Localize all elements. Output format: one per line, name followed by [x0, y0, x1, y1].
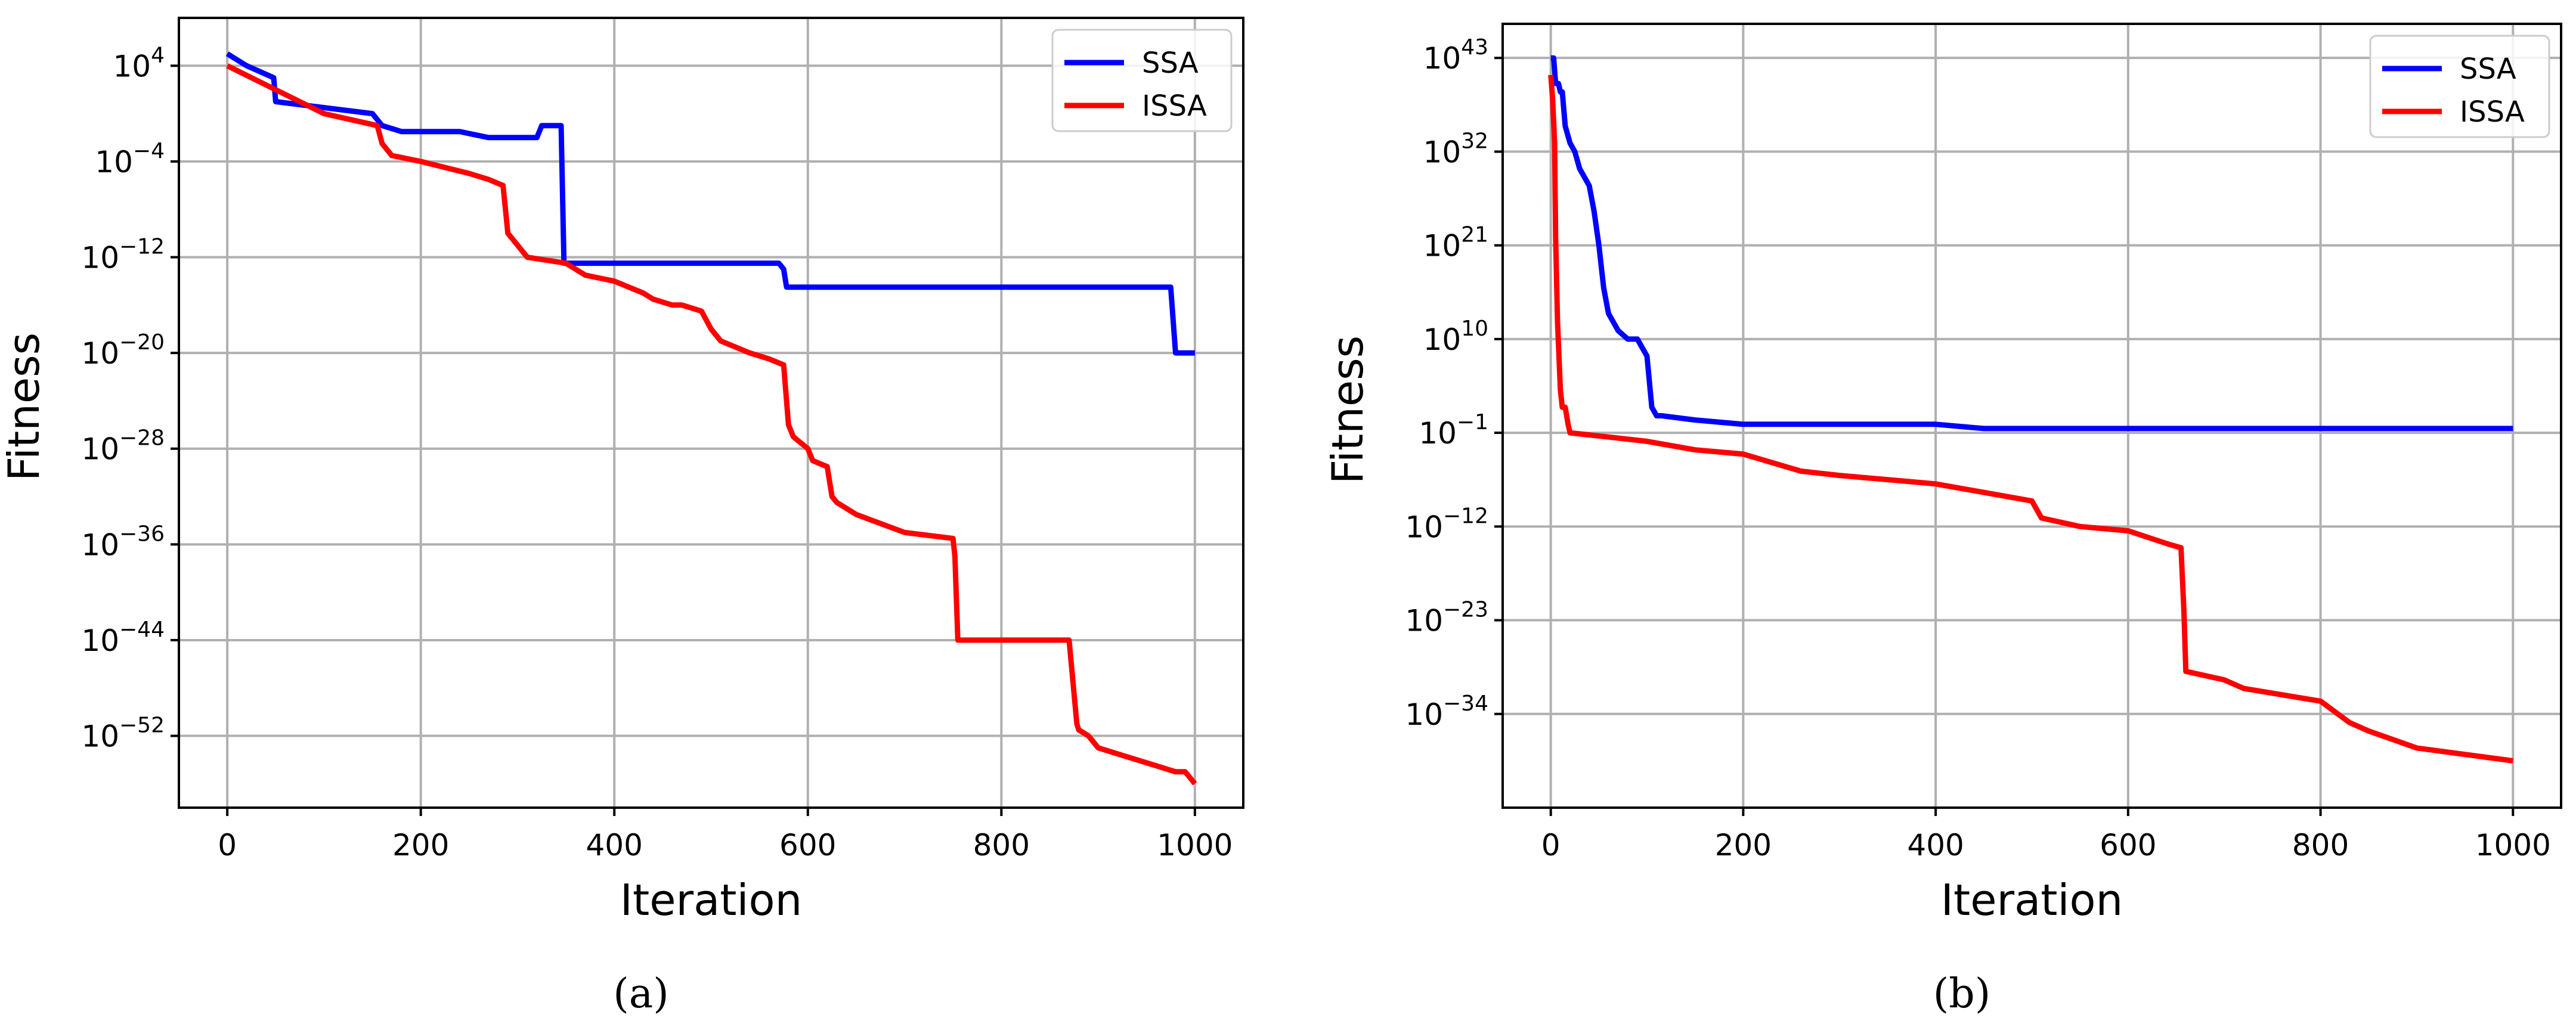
x-tick-label: 400: [586, 828, 643, 863]
x-tick-label: 600: [2100, 828, 2156, 863]
y-tick-label: 10−4: [95, 139, 165, 179]
x-tick-label: 0: [1541, 828, 1561, 863]
x-tick-label: 200: [392, 828, 449, 863]
y-axis-label: Fitness: [1323, 336, 1373, 484]
legend-label-issa: ISSA: [1142, 89, 1207, 123]
series-lines: [225, 51, 1197, 786]
y-tick-label: 10−20: [81, 330, 165, 371]
tick-marks: [1494, 57, 2515, 816]
y-axis-label: Fitness: [0, 333, 49, 481]
legend-label-ssa: SSA: [2460, 52, 2516, 86]
panel-a: 0 200 400 600 800 1000 104 10−4 10−12 10−20 10−28 1…: [0, 17, 1244, 1017]
grid-lines: [179, 18, 1243, 808]
y-tick-label: 10−28: [81, 426, 165, 467]
legend-label-issa: ISSA: [2460, 95, 2525, 129]
x-tick-label: 1000: [2475, 828, 2551, 863]
axes-frame: [178, 17, 1244, 809]
y-tick-label: 10−34: [1405, 691, 1488, 732]
tick-labels: 0 200 400 600 800 1000 104 10−4 10−12 10−20 10−28 1…: [81, 43, 1233, 863]
y-tick-label: 1043: [1423, 35, 1488, 76]
series-lines: [1548, 55, 2513, 764]
series-ssa-line: [225, 51, 1195, 356]
y-tick-label: 10−12: [1405, 504, 1488, 544]
series-ssa-line: [1550, 55, 2513, 432]
y-tick-label: 10−12: [81, 235, 165, 275]
tick-labels: 0 200 400 600 800 1000 1043 1032 1021 1010 10−1 10−…: [1405, 35, 2551, 863]
legend-label-ssa: SSA: [1142, 46, 1199, 80]
x-axis-label: Iteration: [1941, 875, 2123, 925]
y-tick-label: 1010: [1423, 317, 1488, 357]
x-axis-label: Iteration: [620, 875, 802, 925]
y-tick-label: 104: [113, 43, 165, 83]
y-tick-label: 1021: [1423, 223, 1488, 263]
y-tick-label: 10−44: [81, 618, 165, 658]
x-tick-label: 800: [2292, 828, 2349, 863]
x-tick-label: 400: [1907, 828, 1964, 863]
x-tick-label: 1000: [1157, 828, 1233, 863]
panel-caption: (a): [613, 970, 669, 1017]
y-tick-label: 10−1: [1419, 410, 1488, 451]
panel-caption: (b): [1933, 970, 1991, 1017]
y-tick-label: 10−23: [1405, 598, 1488, 638]
panel-b: 0 200 400 600 800 1000 1043 1032 1021 1010 10−1 10−…: [1323, 23, 2562, 1017]
tick-marks: [171, 64, 1196, 816]
y-tick-label: 10−36: [81, 522, 165, 562]
x-tick-label: 0: [218, 828, 237, 863]
x-tick-label: 600: [779, 828, 836, 863]
x-tick-label: 800: [973, 828, 1030, 863]
x-tick-label: 200: [1715, 828, 1772, 863]
axes-frame: [1501, 23, 2562, 809]
series-issa-line: [226, 63, 1197, 786]
y-tick-label: 10−52: [81, 713, 165, 754]
grid-lines: [1503, 24, 2561, 808]
y-tick-label: 1032: [1423, 129, 1488, 169]
legend: SSA ISSA: [2369, 35, 2550, 138]
series-issa-line: [1548, 75, 2513, 764]
legend: SSA ISSA: [1051, 29, 1233, 132]
